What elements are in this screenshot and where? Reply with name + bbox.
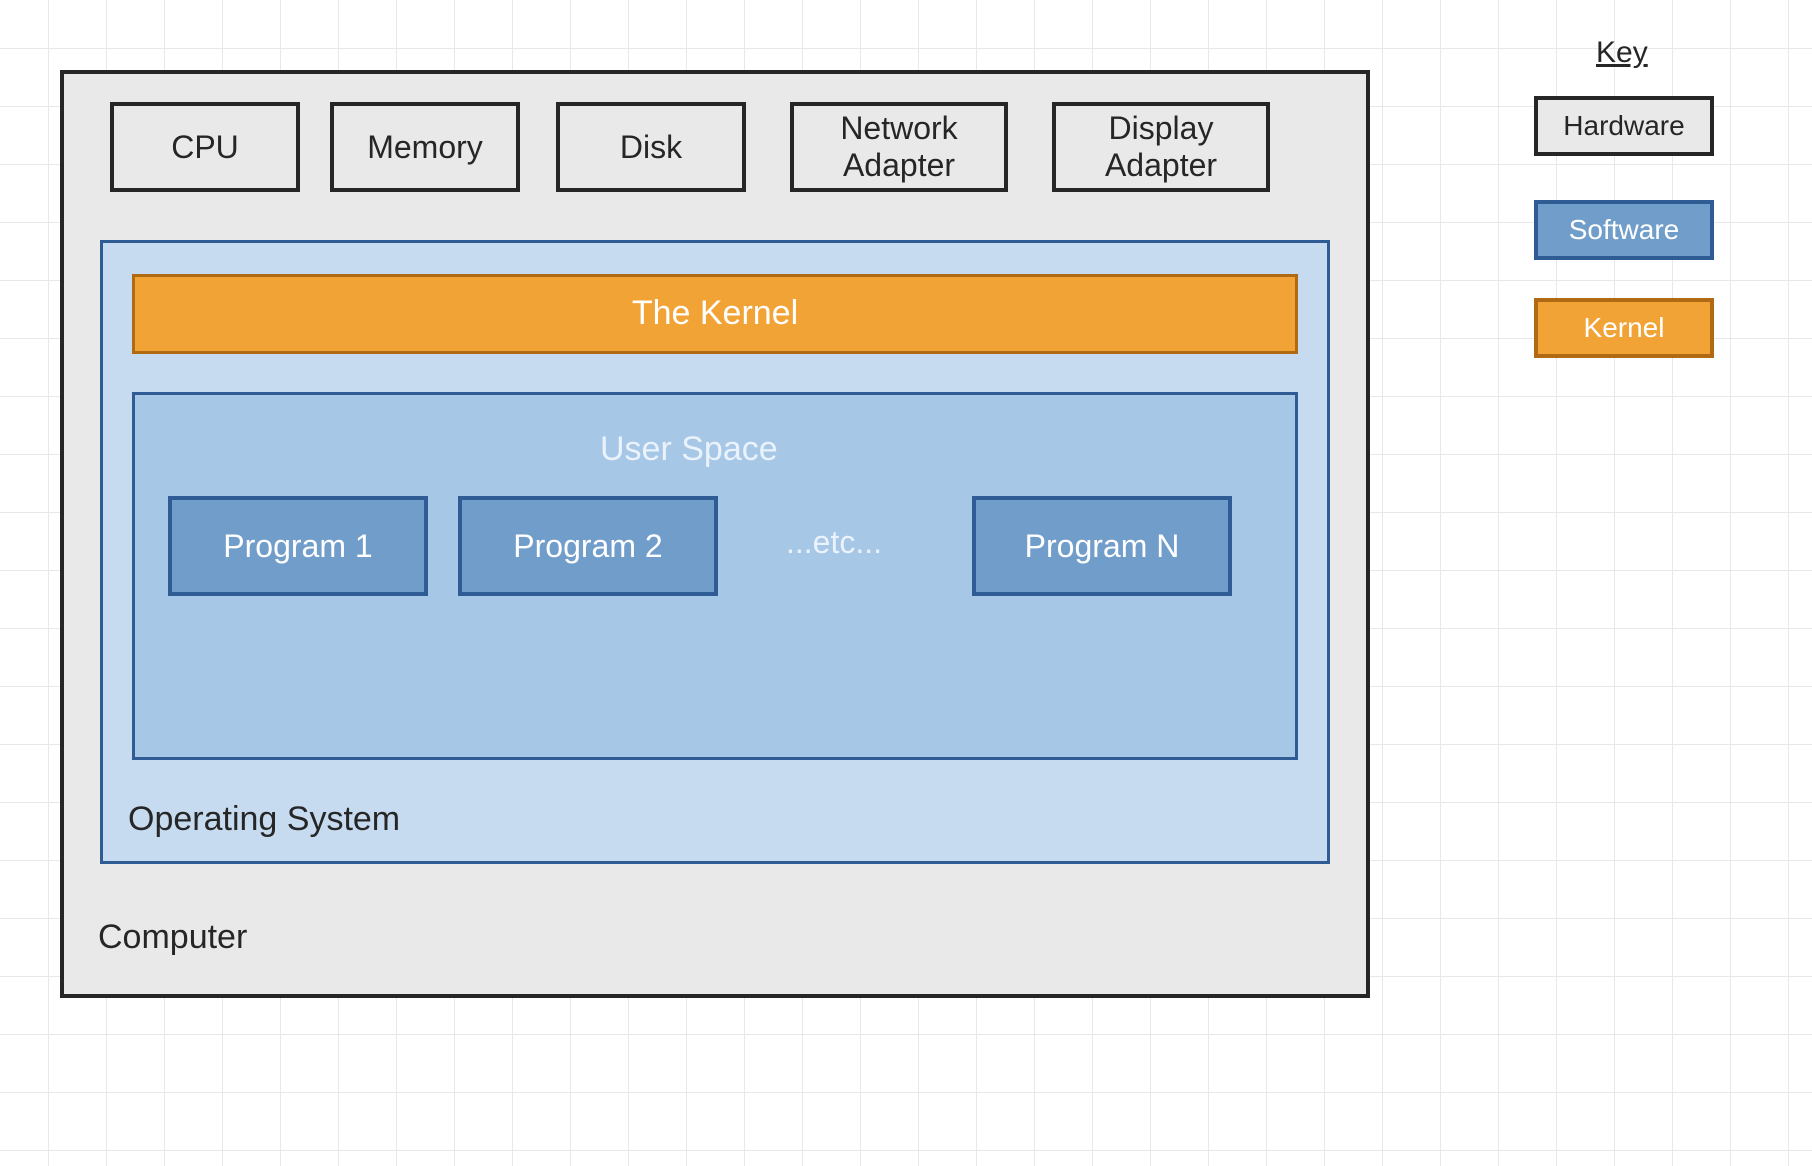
hardware-box: Network Adapter <box>790 102 1008 192</box>
operating-system-label: Operating System <box>128 800 400 839</box>
legend-title: Key <box>1596 36 1648 70</box>
program-box: Program 1 <box>168 496 428 596</box>
hardware-box: Display Adapter <box>1052 102 1270 192</box>
legend-swatch: Software <box>1534 200 1714 260</box>
program-box: Program 2 <box>458 496 718 596</box>
hardware-box: CPU <box>110 102 300 192</box>
diagram-stage: Computer CPU Memory Disk Network Adapter Dis… <box>0 0 1812 1166</box>
legend-swatch: Kernel <box>1534 298 1714 358</box>
program-box: Program N <box>972 496 1232 596</box>
etc-label: ...etc... <box>786 524 882 561</box>
user-space-label: User Space <box>600 430 778 469</box>
kernel-label: The Kernel <box>632 294 798 333</box>
kernel-box: The Kernel <box>132 274 1298 354</box>
legend-swatch: Hardware <box>1534 96 1714 156</box>
computer-label: Computer <box>98 918 247 957</box>
hardware-box: Disk <box>556 102 746 192</box>
hardware-box: Memory <box>330 102 520 192</box>
